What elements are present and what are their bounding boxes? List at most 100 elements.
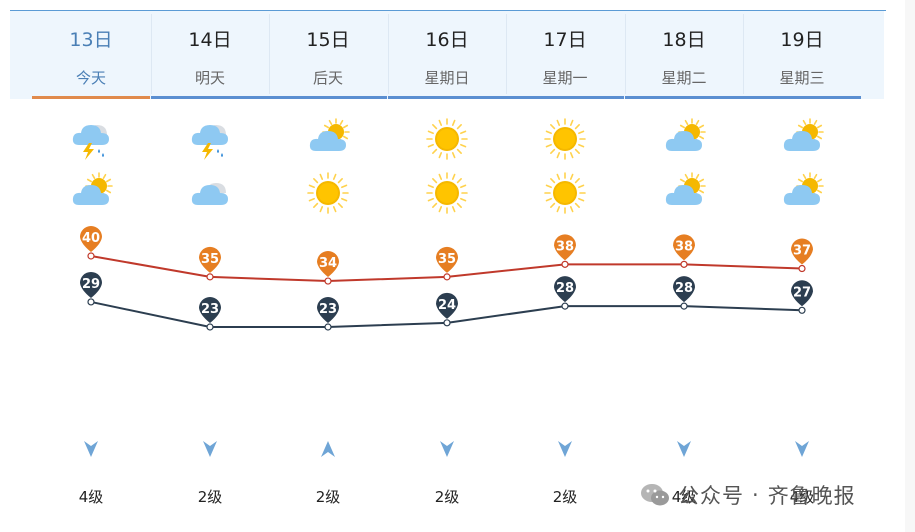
sunny-icon (543, 171, 587, 215)
day-tab-2[interactable]: 14日 明天 (151, 11, 269, 99)
column-divider (625, 14, 626, 94)
wind-arrow-down-icon (557, 439, 573, 459)
cloudy-icon (188, 171, 232, 215)
day-tab-5[interactable]: 17日 星期一 (506, 11, 624, 99)
sunny-icon (306, 171, 350, 215)
low-temp-label: 24 (438, 298, 456, 313)
low-temp-point (206, 323, 214, 331)
high-temp-marker: 35 (199, 246, 221, 273)
day-weekday: 星期三 (779, 69, 825, 87)
day-tab-underline (32, 96, 150, 99)
high-temp-marker: 40 (80, 226, 102, 252)
low-temp-marker: 28 (673, 276, 695, 303)
day-tab-6[interactable]: 18日星期二 (625, 11, 743, 99)
day-weekday: 星期日 (424, 69, 470, 87)
low-temp-label: 27 (793, 285, 811, 300)
day-date: 13日 (69, 29, 113, 51)
column-divider (388, 14, 389, 94)
low-temp-marker: 24 (436, 292, 458, 319)
low-temp-marker: 23 (317, 297, 339, 323)
day-tab-1[interactable]: 13日 今天 (32, 11, 150, 99)
column-divider (743, 14, 744, 94)
wind-arrow-down-icon (439, 439, 455, 459)
marker-pin (673, 234, 695, 261)
wind-level: 2级 (315, 488, 341, 506)
date-header (10, 11, 884, 99)
day-date: 14日 (188, 29, 232, 51)
day-weekday: 星期二 (661, 69, 707, 87)
thunder-rain-icon (69, 117, 113, 161)
high-temp-marker: 38 (673, 234, 695, 261)
day-tab-underline (743, 96, 861, 99)
day-tab-3[interactable]: 15日 后天 (269, 11, 387, 99)
high-temp-point (206, 273, 214, 281)
marker-pin (80, 271, 102, 298)
high-temp-label: 38 (556, 239, 574, 254)
marker-pin (199, 246, 221, 273)
low-temp-label: 28 (675, 281, 693, 296)
high-temp-point (561, 260, 569, 268)
low-temp-label: 28 (556, 281, 574, 296)
watermark-separator: · (752, 483, 760, 507)
marker-pin (317, 251, 339, 278)
marker-pin (791, 280, 813, 307)
high-temp-point (798, 264, 806, 273)
marker-pin (436, 246, 458, 273)
marker-pin (791, 238, 813, 265)
watermark-name: 齐鲁晚报 (767, 484, 856, 508)
day-tab-underline (625, 96, 743, 99)
marker-pin (436, 292, 458, 319)
day-tab-underline (506, 96, 624, 99)
marker-pin (80, 226, 102, 252)
partly-cloudy-icon (780, 171, 824, 215)
sunny-icon (425, 171, 469, 215)
watermark-source: 公众号 (678, 484, 744, 508)
partly-cloudy-icon (662, 171, 706, 215)
column-divider (269, 14, 270, 94)
scroll-edge (905, 0, 915, 532)
day-tab-underline (388, 96, 506, 99)
marker-pin (554, 276, 576, 303)
partly-cloudy-icon (306, 117, 350, 161)
wechat-icon (641, 484, 669, 506)
wind-level: 2级 (197, 488, 223, 506)
day-tab-underline (269, 96, 387, 99)
low-temp-point (324, 323, 332, 331)
low-temp-marker: 29 (80, 271, 102, 298)
high-temp-label: 37 (793, 244, 811, 259)
day-tab-7[interactable]: 19日星期三 (743, 11, 861, 99)
partly-cloudy-icon (662, 117, 706, 161)
wind-level: 2级 (552, 488, 578, 506)
wind-arrow-down-icon (83, 439, 99, 459)
wind-arrow-down-icon (794, 439, 810, 459)
column-divider (151, 14, 152, 94)
low-temp-label: 29 (82, 277, 100, 292)
high-temp-point (443, 273, 451, 281)
marker-pin (199, 297, 221, 323)
forecast-panel (10, 10, 886, 523)
watermark: 公众号 · 齐鲁晚报 (640, 480, 856, 510)
wind-level: 2级 (434, 488, 460, 506)
high-temp-marker: 35 (436, 246, 458, 273)
marker-pin (317, 297, 339, 323)
day-date: 17日 (543, 29, 587, 51)
low-temp-marker: 28 (554, 276, 576, 303)
partly-cloudy-icon (780, 117, 824, 161)
day-tab-underline (151, 96, 269, 99)
day-tab-4[interactable]: 16日 星期日 (388, 11, 506, 99)
sunny-icon (425, 117, 469, 161)
high-temp-marker: 37 (791, 238, 813, 265)
day-date: 19日 (780, 29, 824, 51)
marker-pin (673, 276, 695, 303)
sunny-icon (543, 117, 587, 161)
high-temp-label: 34 (319, 256, 337, 271)
wind-level: 4级 (789, 488, 815, 506)
high-temp-marker: 34 (317, 251, 339, 278)
low-temp-point (680, 302, 688, 310)
low-temp-marker: 23 (199, 297, 221, 323)
day-date: 18日 (662, 29, 706, 51)
high-temp-marker: 38 (554, 234, 576, 261)
low-temp-label: 23 (319, 302, 337, 317)
day-weekday: 后天 (312, 69, 343, 87)
